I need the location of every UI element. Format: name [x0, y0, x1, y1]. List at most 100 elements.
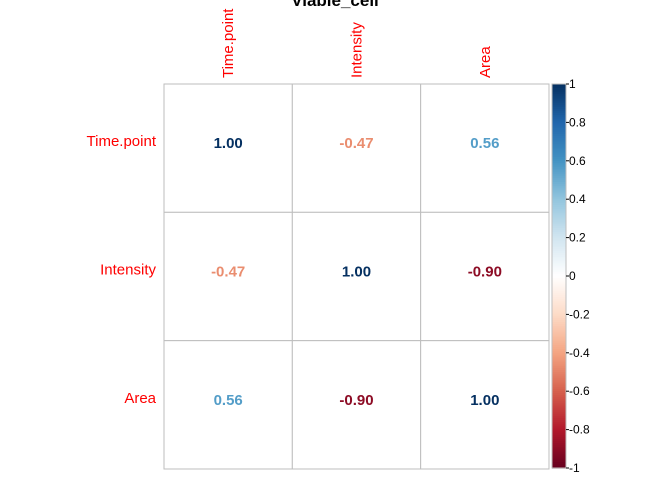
colorbar-segment — [552, 99, 566, 102]
colorbar-segment — [552, 262, 566, 266]
colorbar-segment — [552, 208, 566, 212]
colorbar-segment — [552, 189, 566, 193]
colorbar-segment — [552, 406, 566, 410]
colorbar-segment — [552, 324, 566, 327]
colorbar-segment — [552, 308, 566, 312]
colorbar-segment — [552, 464, 566, 467]
colorbar-segment — [552, 145, 566, 148]
colorbar-segment — [552, 297, 566, 300]
colorbar-segment — [552, 97, 566, 100]
colorbar-segment — [552, 410, 566, 413]
colorbar-segment — [552, 252, 566, 256]
colorbar-segment — [552, 187, 566, 191]
colorbar-segment — [552, 274, 566, 277]
colorbar-segment — [552, 423, 566, 427]
colorbar-segment — [552, 201, 566, 204]
colorbar-segment — [552, 396, 566, 400]
colorbar-segment — [552, 387, 566, 390]
colorbar-segment — [552, 339, 566, 342]
colorbar-segment — [552, 418, 566, 421]
colorbar-segment — [552, 335, 566, 339]
colorbar-segment — [552, 443, 566, 446]
colorbar-segment — [552, 295, 566, 298]
correlation-value: 0.56 — [214, 392, 243, 409]
colorbar-segment — [552, 147, 566, 150]
grid-cell — [420, 340, 550, 470]
colorbar-segment — [552, 231, 566, 235]
colorbar-segment — [552, 360, 566, 363]
colorbar-segment — [552, 107, 566, 110]
colorbar-segment — [552, 103, 566, 106]
colorbar-segment — [552, 450, 566, 454]
colorbar-segment — [552, 448, 566, 452]
colorbar-segment — [552, 347, 566, 350]
colorbar-segment — [552, 310, 566, 314]
colorbar-segment — [552, 85, 566, 89]
colorbar-tick-label: 1 — [569, 77, 576, 91]
colorbar-segment — [552, 233, 566, 237]
colorbar-segment — [552, 398, 566, 402]
colorbar-segment — [552, 302, 566, 306]
colorbar-segment — [552, 343, 566, 346]
colorbar-segment — [552, 400, 566, 404]
colorbar-segment — [552, 331, 566, 335]
colorbar-segment — [552, 249, 566, 252]
colorbar-segment — [552, 466, 566, 469]
colorbar-segment — [552, 314, 566, 317]
colorbar-segment — [552, 337, 566, 340]
grid-cell — [291, 83, 422, 213]
colorbar-segment — [552, 87, 566, 91]
colorbar-segment — [552, 149, 566, 152]
colorbar-segment — [552, 322, 566, 325]
colorbar-segment — [552, 427, 566, 431]
colorbar-segment — [552, 460, 566, 463]
colorbar-segment — [552, 241, 566, 244]
colorbar-segment — [552, 243, 566, 246]
colorbar-segment — [552, 195, 566, 198]
colorbar-segment — [552, 170, 566, 173]
grid-cell — [291, 340, 422, 470]
colorbar-segment — [552, 285, 566, 289]
colorbar-segment — [552, 132, 566, 135]
colorbar-segment — [552, 270, 566, 273]
colorbar-segment — [552, 93, 566, 97]
colorbar-segment — [552, 316, 566, 319]
colorbar-segment — [552, 306, 566, 310]
colorbar-segment — [552, 299, 566, 302]
colorbar-segment — [552, 239, 566, 243]
colorbar-segment — [552, 116, 566, 120]
colorbar-segment — [552, 174, 566, 177]
colorbar-segment — [552, 220, 566, 223]
colorbar-tick-label: -0.4 — [569, 346, 590, 360]
correlation-value: 1.00 — [470, 392, 499, 409]
correlation-value: -0.90 — [468, 263, 502, 280]
correlation-values: 1.00 -0.47 0.56 -0.47 1.00 -0.90 0.56 -0.90 1.00 — [211, 135, 502, 409]
colorbar-segment — [552, 91, 566, 95]
colorbar-segment — [552, 358, 566, 362]
colorbar-segment — [552, 364, 566, 367]
colorbar-segment — [552, 264, 566, 267]
colorbar-segment — [552, 128, 566, 131]
correlation-value: -0.90 — [339, 392, 373, 409]
column-label: Intensity — [348, 22, 365, 78]
colorbar-segment — [552, 203, 566, 206]
colorbar-segment — [552, 462, 566, 465]
colorbar-segment — [552, 329, 566, 333]
colorbar-segment — [552, 279, 566, 283]
colorbar-segment — [552, 214, 566, 218]
colorbar-segment — [552, 452, 566, 456]
colorbar-segment — [552, 318, 566, 321]
colorbar-segment — [552, 212, 566, 216]
colorbar-segment — [552, 158, 566, 162]
colorbar-segment — [552, 370, 566, 373]
colorbar-tick-label: 0 — [569, 269, 576, 283]
colorbar-segment — [552, 251, 566, 254]
grid-cell — [291, 211, 422, 342]
colorbar-segment — [552, 300, 566, 304]
colorbar-segment — [552, 197, 566, 200]
row-label: Time.point — [87, 133, 157, 150]
colorbar-segment — [552, 287, 566, 291]
colorbar-segment — [552, 366, 566, 369]
colorbar-segment — [552, 348, 566, 352]
colorbar-segment — [552, 178, 566, 181]
